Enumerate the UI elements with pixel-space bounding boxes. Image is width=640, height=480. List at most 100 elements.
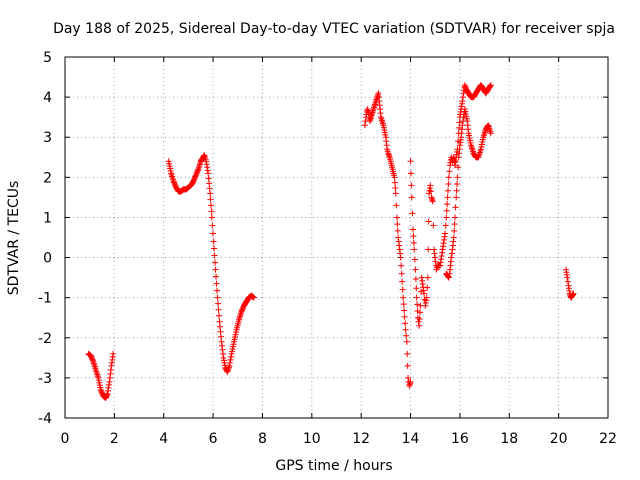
- data-point-marker: [207, 196, 214, 203]
- data-point-marker: [416, 316, 423, 323]
- x-tick-label: 4: [159, 431, 168, 447]
- data-point-marker: [455, 164, 462, 171]
- data-point-marker: [394, 221, 401, 228]
- data-point-marker: [407, 170, 414, 177]
- data-point-marker: [402, 320, 409, 327]
- x-tick-label: 12: [352, 431, 370, 447]
- data-point-marker: [408, 194, 415, 201]
- data-point-marker: [392, 190, 399, 197]
- data-point-marker: [564, 278, 571, 285]
- data-point-marker: [405, 374, 412, 381]
- data-point-marker: [424, 284, 431, 291]
- data-point-marker: [227, 356, 234, 363]
- data-point-marker: [451, 227, 458, 234]
- data-point-marker: [250, 294, 257, 301]
- x-tick-label: 16: [451, 431, 469, 447]
- data-point-marker: [211, 245, 218, 252]
- data-point-marker: [429, 198, 436, 205]
- data-point-marker: [446, 270, 453, 277]
- x-axis-label: GPS time / hours: [275, 458, 392, 474]
- data-point-marker: [394, 227, 401, 234]
- y-tick-label: -4: [38, 411, 52, 427]
- x-tick-label: 20: [550, 431, 568, 447]
- plot-frame: [64, 56, 609, 419]
- data-point-marker: [442, 222, 449, 229]
- data-point-marker: [459, 98, 466, 105]
- y-tick-label: 0: [43, 251, 52, 267]
- data-point-marker: [564, 274, 571, 281]
- data-point-marker: [208, 208, 215, 215]
- data-point-marker: [393, 214, 400, 221]
- data-point-marker: [416, 322, 423, 329]
- x-tick-label: 14: [402, 431, 420, 447]
- data-point-marker: [444, 187, 451, 194]
- data-point-marker: [456, 119, 463, 126]
- data-point-marker: [451, 162, 458, 169]
- data-point-marker: [410, 226, 417, 233]
- data-point-marker: [216, 312, 223, 319]
- x-tick-label: 18: [500, 431, 518, 447]
- y-tick-label: 4: [43, 90, 52, 106]
- data-point-marker: [451, 221, 458, 228]
- data-point-marker: [228, 353, 235, 360]
- data-point-marker: [459, 122, 466, 129]
- y-tick-label: -3: [38, 371, 52, 387]
- data-point-marker: [212, 259, 219, 266]
- data-point-marker: [401, 313, 408, 320]
- data-point-marker: [421, 290, 428, 297]
- data-point-marker: [415, 318, 422, 325]
- data-point-marker: [412, 266, 419, 273]
- data-point-marker: [427, 182, 434, 189]
- x-tick-label: 22: [599, 431, 617, 447]
- data-point-marker: [452, 204, 459, 211]
- data-point-marker: [407, 378, 414, 385]
- y-tick-label: 2: [43, 170, 52, 186]
- data-point-marker: [450, 234, 457, 241]
- data-point-marker: [570, 290, 577, 297]
- data-point-marker: [214, 287, 221, 294]
- data-point-marker: [411, 256, 418, 263]
- data-markers: [85, 82, 577, 401]
- data-point-marker: [400, 301, 407, 308]
- data-point-marker: [456, 124, 463, 131]
- data-point-marker: [393, 202, 400, 209]
- data-point-marker: [454, 181, 461, 188]
- data-point-marker: [399, 286, 406, 293]
- data-point-marker: [215, 300, 222, 307]
- data-point-marker: [361, 122, 368, 129]
- data-point-marker: [454, 174, 461, 181]
- data-point-marker: [414, 301, 421, 308]
- y-tick-label: -1: [38, 291, 52, 307]
- data-point-marker: [213, 280, 220, 287]
- data-point-marker: [398, 270, 405, 277]
- x-tick-label: 2: [110, 431, 119, 447]
- data-point-marker: [430, 222, 437, 229]
- y-axis-label: SDTVAR / TECUs: [6, 181, 22, 296]
- data-point-marker: [400, 294, 407, 301]
- data-point-marker: [451, 214, 458, 221]
- data-point-marker: [401, 307, 408, 314]
- data-point-marker: [206, 180, 213, 187]
- data-point-marker: [413, 285, 420, 292]
- data-point-marker: [403, 332, 410, 339]
- y-tick-label: 3: [43, 130, 52, 146]
- data-point-marker: [443, 207, 450, 214]
- data-point-marker: [216, 318, 223, 325]
- data-point-marker: [445, 174, 452, 181]
- data-point-marker: [445, 181, 452, 188]
- x-tick-label: 8: [258, 431, 267, 447]
- data-point-marker: [453, 187, 460, 194]
- data-point-marker: [452, 158, 459, 165]
- data-point-marker: [211, 252, 218, 259]
- data-point-marker: [404, 350, 411, 357]
- data-point-marker: [411, 246, 418, 253]
- data-point-marker: [410, 233, 417, 240]
- data-point-marker: [459, 94, 466, 101]
- data-point-marker: [213, 273, 220, 280]
- data-point-marker: [446, 168, 453, 175]
- data-point-marker: [443, 214, 450, 221]
- data-point-marker: [209, 222, 216, 229]
- data-point-marker: [444, 194, 451, 201]
- x-tick-label: 6: [209, 431, 218, 447]
